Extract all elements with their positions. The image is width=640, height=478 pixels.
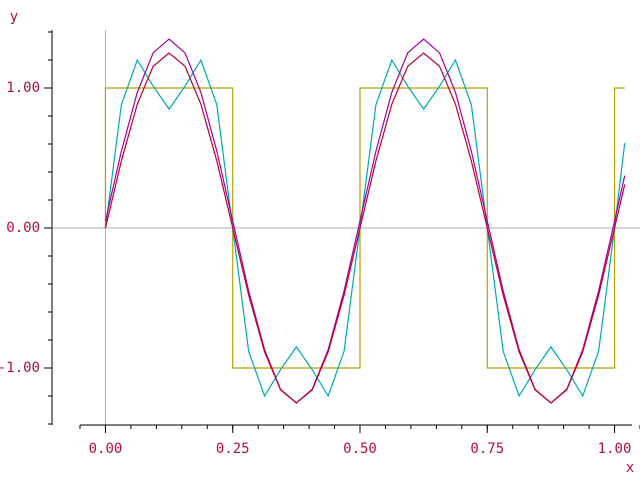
x-tick-label: 1.00 bbox=[598, 441, 632, 457]
x-tick-label: 0.75 bbox=[470, 441, 504, 457]
y-tick-label: 1.00 bbox=[6, 80, 40, 96]
x-axis-title: x bbox=[626, 460, 634, 476]
series-line bbox=[104, 87, 625, 369]
y-tick-label: 0.00 bbox=[6, 220, 40, 236]
x-tick-label: 0.25 bbox=[216, 441, 250, 457]
series-line bbox=[104, 38, 626, 404]
x-tick-label: 0.00 bbox=[89, 441, 123, 457]
series-line bbox=[104, 52, 626, 404]
x-tick-label: 0.50 bbox=[343, 441, 377, 457]
y-tick-label: -1.00 bbox=[0, 360, 40, 376]
y-axis-title: y bbox=[10, 9, 18, 25]
